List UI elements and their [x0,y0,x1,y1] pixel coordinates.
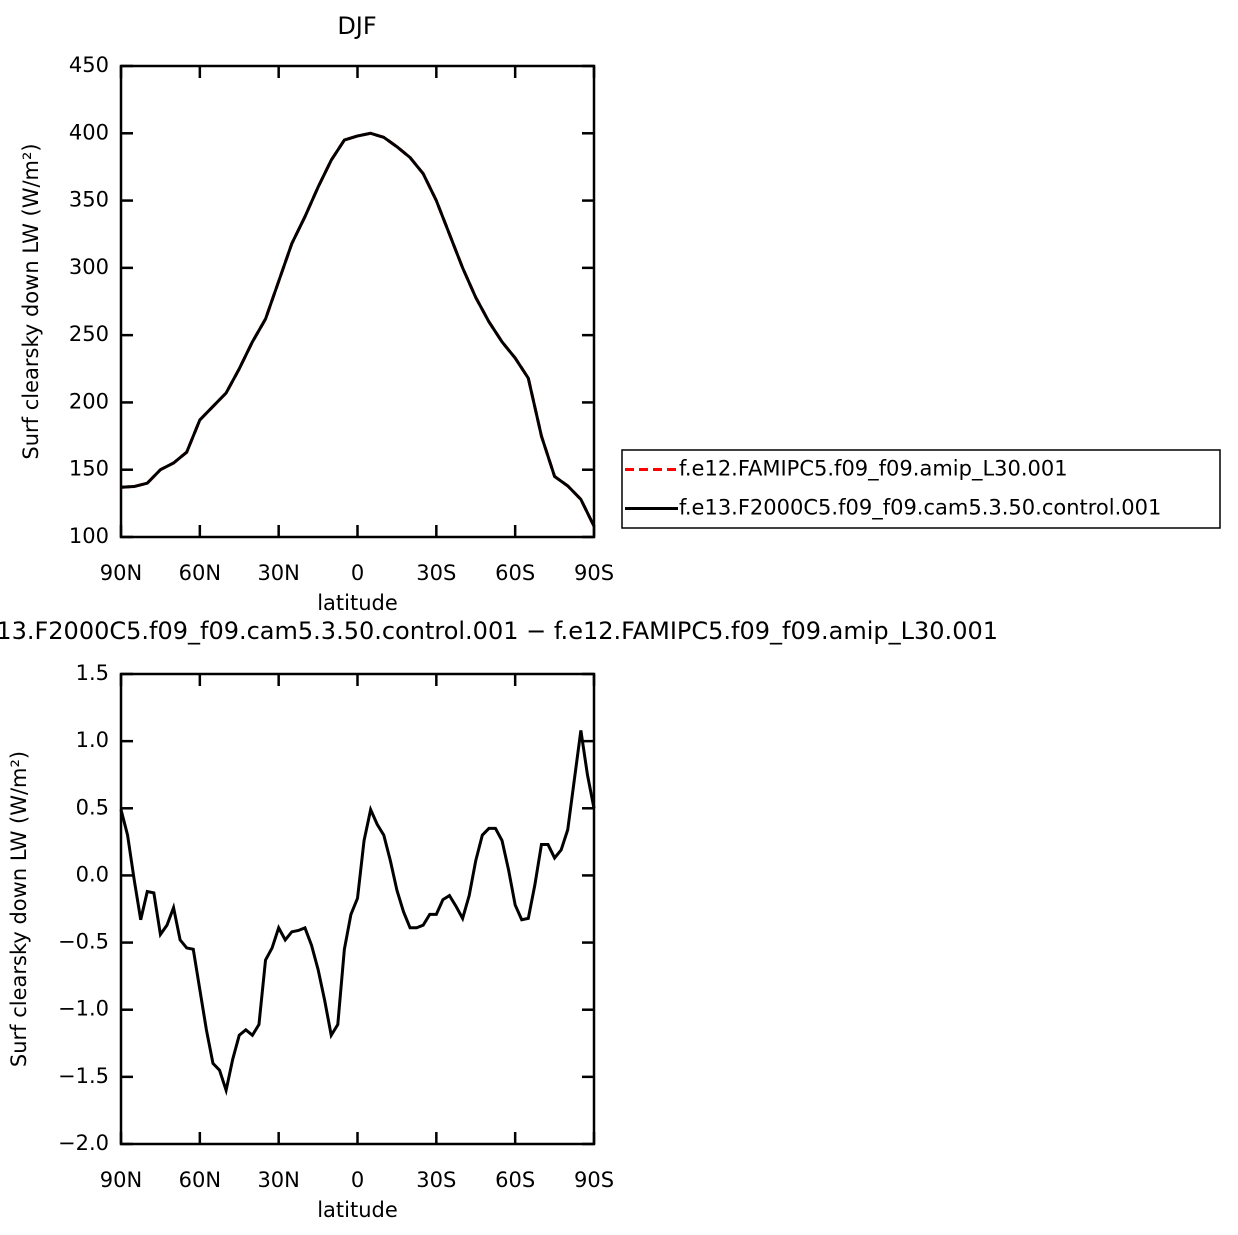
x-tick-label: 90N [100,561,142,585]
x-axis-label: latitude [317,591,398,615]
x-tick-label: 60N [179,561,221,585]
y-tick-label: −1.5 [58,1064,109,1088]
y-axis-label: Surf clearsky down LW (W/m²) [7,751,31,1067]
y-axis-label: Surf clearsky down LW (W/m²) [19,143,43,459]
x-tick-label: 90S [574,561,614,585]
y-tick-label: 400 [69,120,109,144]
y-tick-label: 350 [69,188,109,212]
y-tick-label: −2.0 [58,1131,109,1155]
data-line [120,131,596,527]
y-tick-label: 0.0 [76,862,109,886]
y-tick-label: 150 [69,457,109,481]
x-tick-label: 90S [574,1168,614,1192]
y-tick-label: −1.0 [58,997,109,1021]
chart-title: f.e13.F2000C5.f09_f09.cam5.3.50.control.… [0,617,998,645]
x-tick-label: 30S [416,561,456,585]
x-tick-label: 0 [351,1168,364,1192]
y-tick-label: 1.0 [76,728,109,752]
y-tick-label: 200 [69,389,109,413]
x-tick-label: 60N [179,1168,221,1192]
x-tick-label: 30S [416,1168,456,1192]
y-tick-label: 0.5 [76,795,109,819]
plot-frame [119,64,596,539]
y-tick-label: 250 [69,322,109,346]
x-tick-label: 0 [351,561,364,585]
y-tick-label: 450 [69,53,109,77]
data-line [120,131,596,527]
data-line [119,730,596,1097]
x-tick-label: 30N [257,1168,299,1192]
y-tick-label: 100 [69,524,109,548]
x-tick-label: 60S [495,1168,535,1192]
y-tick-label: 1.5 [76,661,109,685]
legend-label: f.e12.FAMIPC5.f09_f09.amip_L30.001 [679,457,1068,482]
x-tick-label: 30N [257,561,299,585]
y-tick-label: 300 [69,255,109,279]
legend-label: f.e13.F2000C5.f09_f09.cam5.3.50.control.… [679,496,1161,521]
x-tick-label: 60S [495,561,535,585]
x-axis-label: latitude [317,1198,398,1222]
plot-frame [119,672,596,1146]
y-tick-label: −0.5 [58,930,109,954]
legend-box [621,449,1221,529]
x-tick-label: 90N [100,1168,142,1192]
chart-title: DJF [337,12,376,40]
